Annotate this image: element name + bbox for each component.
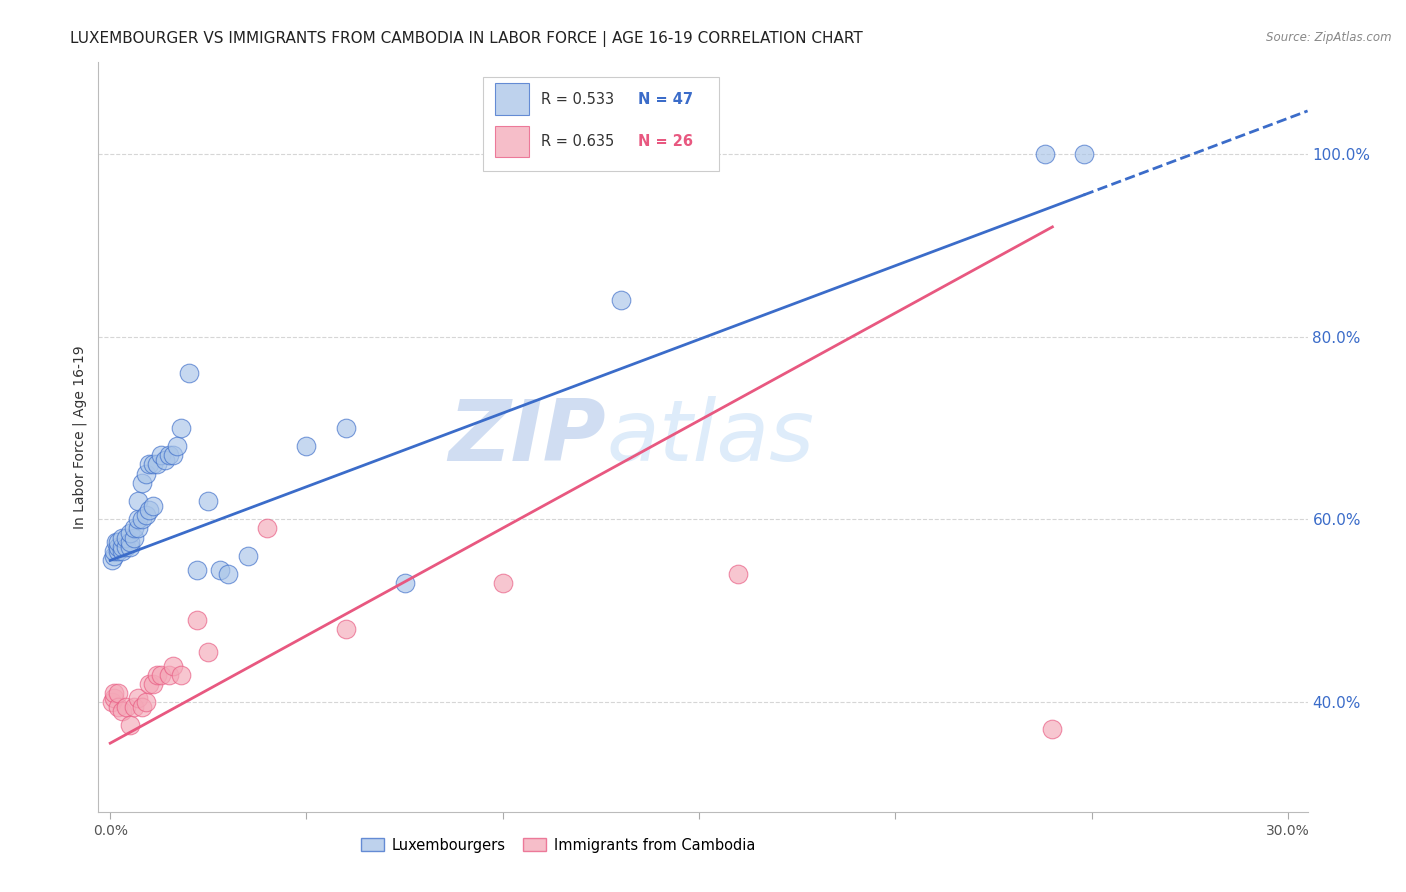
Point xyxy=(101,553,124,567)
Point xyxy=(135,508,157,522)
Point xyxy=(127,512,149,526)
Text: N = 47: N = 47 xyxy=(638,92,693,107)
Point xyxy=(111,544,134,558)
Point xyxy=(107,540,129,554)
Point xyxy=(142,499,165,513)
Point xyxy=(162,448,184,462)
Text: LUXEMBOURGER VS IMMIGRANTS FROM CAMBODIA IN LABOR FORCE | AGE 16-19 CORRELATION : LUXEMBOURGER VS IMMIGRANTS FROM CAMBODIA… xyxy=(70,31,863,47)
Point xyxy=(118,526,141,541)
Point xyxy=(236,549,259,563)
Point xyxy=(177,366,200,380)
Point xyxy=(111,540,134,554)
Point xyxy=(186,613,208,627)
Point xyxy=(107,686,129,700)
FancyBboxPatch shape xyxy=(495,126,529,157)
Point xyxy=(138,458,160,472)
Point xyxy=(107,535,129,549)
Point xyxy=(122,531,145,545)
Point xyxy=(105,535,128,549)
Point xyxy=(115,531,138,545)
Point xyxy=(118,718,141,732)
Point xyxy=(142,677,165,691)
Point xyxy=(295,439,318,453)
Point xyxy=(197,494,219,508)
Point xyxy=(127,690,149,705)
FancyBboxPatch shape xyxy=(495,84,529,115)
Point xyxy=(115,540,138,554)
Point xyxy=(153,453,176,467)
Point xyxy=(142,458,165,472)
Point xyxy=(150,667,173,681)
Point xyxy=(197,645,219,659)
Point xyxy=(609,293,631,307)
Point xyxy=(111,531,134,545)
Point xyxy=(103,686,125,700)
Point xyxy=(157,667,180,681)
Text: N = 26: N = 26 xyxy=(638,134,693,149)
Point xyxy=(122,521,145,535)
Point xyxy=(1042,723,1064,737)
Point xyxy=(394,576,416,591)
Text: R = 0.635: R = 0.635 xyxy=(541,134,614,149)
Text: R = 0.533: R = 0.533 xyxy=(541,92,614,107)
Y-axis label: In Labor Force | Age 16-19: In Labor Force | Age 16-19 xyxy=(73,345,87,529)
Point xyxy=(135,695,157,709)
FancyBboxPatch shape xyxy=(482,78,718,171)
Point xyxy=(170,421,193,435)
Point xyxy=(335,622,357,636)
Point xyxy=(335,421,357,435)
Point xyxy=(150,448,173,462)
Point xyxy=(127,494,149,508)
Point xyxy=(146,458,169,472)
Point xyxy=(103,690,125,705)
Point xyxy=(138,503,160,517)
Point xyxy=(135,467,157,481)
Point xyxy=(107,699,129,714)
Point xyxy=(162,658,184,673)
Point xyxy=(217,567,239,582)
Point xyxy=(138,677,160,691)
Legend: Luxembourgers, Immigrants from Cambodia: Luxembourgers, Immigrants from Cambodia xyxy=(354,831,761,858)
Text: atlas: atlas xyxy=(606,395,814,479)
Point xyxy=(127,521,149,535)
Point xyxy=(103,544,125,558)
Point xyxy=(115,699,138,714)
Point xyxy=(170,667,193,681)
Point xyxy=(256,521,278,535)
Point xyxy=(1073,146,1095,161)
Point xyxy=(146,667,169,681)
Point xyxy=(727,567,749,582)
Point xyxy=(118,535,141,549)
Point xyxy=(122,699,145,714)
Point xyxy=(209,563,232,577)
Point xyxy=(107,544,129,558)
Point xyxy=(186,563,208,577)
Point xyxy=(118,540,141,554)
Point xyxy=(1033,146,1056,161)
Text: Source: ZipAtlas.com: Source: ZipAtlas.com xyxy=(1267,31,1392,45)
Point xyxy=(103,549,125,563)
Point xyxy=(492,576,515,591)
Point xyxy=(157,448,180,462)
Text: ZIP: ZIP xyxy=(449,395,606,479)
Point xyxy=(166,439,188,453)
Point xyxy=(111,704,134,718)
Point xyxy=(101,695,124,709)
Point xyxy=(131,475,153,490)
Point xyxy=(131,512,153,526)
Point xyxy=(131,699,153,714)
